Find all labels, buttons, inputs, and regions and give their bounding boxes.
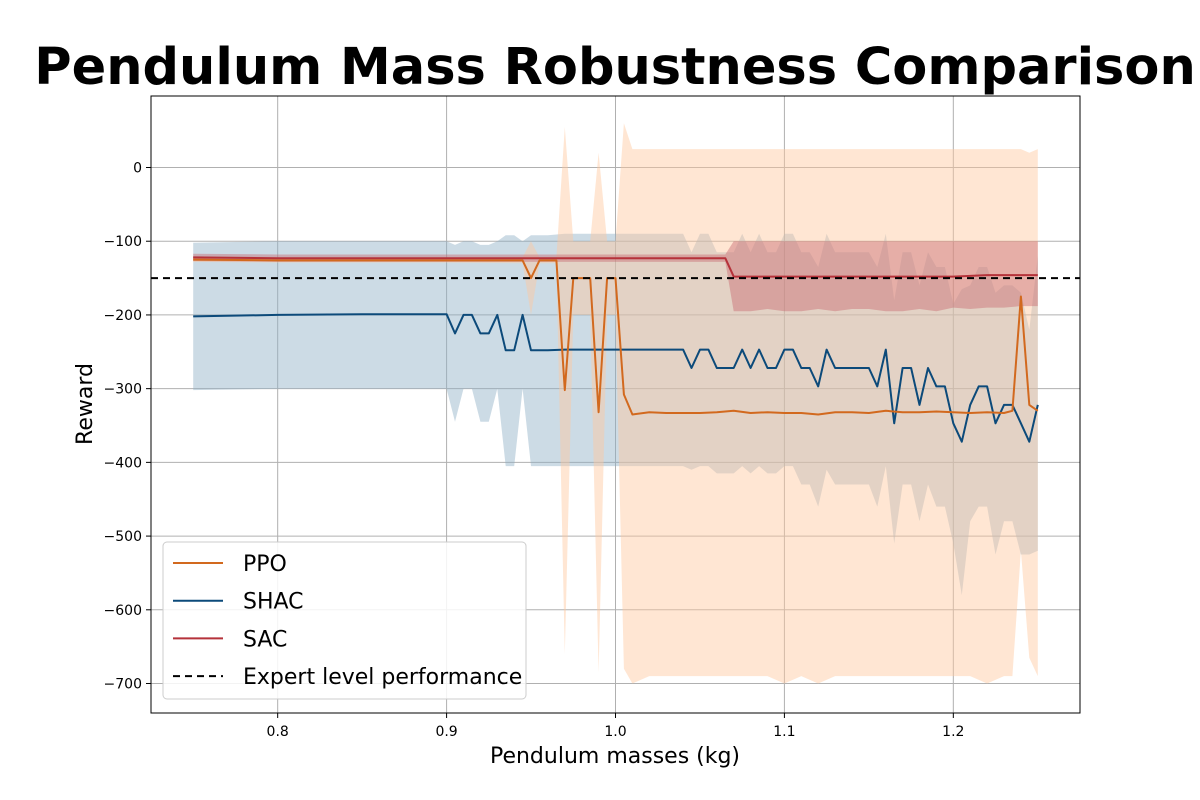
- y-tick-label: −600: [104, 603, 142, 619]
- ppo-confidence-band: [193, 123, 1038, 684]
- y-tick-label: −400: [104, 455, 142, 471]
- legend-label-shac: SHAC: [243, 590, 304, 615]
- sac-line: [193, 256, 1038, 278]
- shac-confidence-band: [193, 233, 1038, 596]
- axis-ticks: 0.8 0.9 1.0 1.1 1.2 0 −100 −200 −300 −400 −500 −600…: [104, 161, 965, 740]
- x-tick-label: 0.9: [435, 724, 457, 740]
- x-tick-label: 1.2: [942, 724, 964, 740]
- x-tick-label: 0.8: [267, 724, 289, 740]
- legend-frame: [162, 541, 527, 700]
- y-tick-label: −300: [104, 382, 142, 398]
- x-tick-label: 1.0: [604, 724, 626, 740]
- y-tick-label: −500: [104, 529, 142, 545]
- x-axis-label: Pendulum masses (kg): [490, 744, 740, 769]
- legend-label-ppo: PPO: [243, 552, 287, 577]
- shac-line: [193, 313, 1039, 443]
- legend-label-sac: SAC: [243, 627, 287, 652]
- ppo-line: [193, 258, 1039, 416]
- y-tick-label: −700: [104, 677, 142, 693]
- y-tick-label: 0: [133, 161, 142, 177]
- y-axis-label: Reward: [73, 363, 98, 445]
- series-lines: [193, 256, 1039, 443]
- y-tick-label: −200: [104, 308, 142, 324]
- legend-label-expert-level-performance: Expert level performance: [243, 665, 522, 690]
- legend: PPO SHAC SAC Expert level performance: [162, 541, 527, 700]
- x-tick-label: 1.1: [773, 724, 795, 740]
- y-tick-label: −100: [104, 234, 142, 250]
- chart-title: Pendulum Mass Robustness Comparison: [34, 38, 1196, 97]
